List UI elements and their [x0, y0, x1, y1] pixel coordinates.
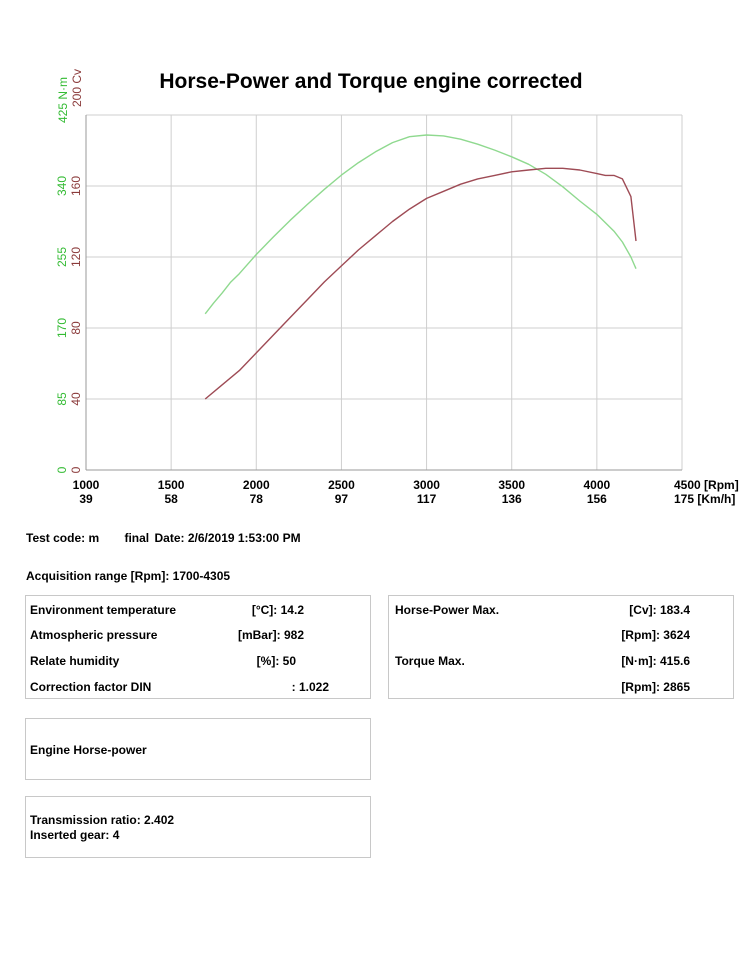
y-tick-label-power: 80 [69, 321, 83, 335]
env-value-correction: : 1.022 [291, 680, 329, 694]
env-label-humidity: Relate humidity [30, 654, 120, 668]
x-tick-label-rpm: 3000 [413, 478, 440, 492]
x-tick-label-speed: 117 [417, 492, 437, 506]
engine-label: Engine Horse-power [30, 743, 147, 757]
x-tick-label-rpm: 2000 [243, 478, 270, 492]
environment-panel: Environment temperature [°C]: 14.2 Atmos… [25, 595, 371, 699]
x-tick-label-rpm: 1000 [73, 478, 100, 492]
y-tick-label-power: 120 [69, 247, 83, 267]
env-value-pressure: [mBar]: 982 [237, 628, 304, 642]
engine-panel: Engine Horse-power [25, 718, 371, 780]
x-tick-label-speed: 156 [587, 492, 607, 506]
x-tick-label-rpm: 1500 [158, 478, 185, 492]
y-tick-label-torque: 255 [55, 247, 69, 267]
env-value-humidity: [%]: 50 [256, 654, 296, 668]
y-tick-label-torque: 85 [55, 392, 69, 406]
y-tick-label-torque: 170 [55, 318, 69, 338]
x-tick-label-rpm: 4000 [584, 478, 611, 492]
chart-axes [85, 115, 682, 471]
transmission-panel: Transmission ratio: 2.402 Inserted gear:… [25, 796, 371, 858]
torque-max-label: Torque Max. [395, 654, 465, 668]
env-value-temperature: [°C]: 14.2 [251, 603, 304, 617]
series-line-torque [204, 134, 637, 315]
y-tick-label-torque: 340 [55, 176, 69, 196]
y-tick-label-torque: 0 [55, 466, 69, 473]
x-tick-label-speed: 39 [79, 492, 93, 506]
x-tick-label-rpm: 2500 [328, 478, 355, 492]
y-tick-label-power: 40 [69, 392, 83, 406]
x-tick-label-rpm: 3500 [498, 478, 525, 492]
chart-grid [85, 114, 683, 471]
inserted-gear: Inserted gear: 4 [30, 828, 120, 842]
test-date: Date: 2/6/2019 1:53:00 PM [154, 531, 301, 545]
env-label-pressure: Atmospheric pressure [30, 628, 158, 642]
x-tick-label-speed: 58 [164, 492, 178, 506]
torque-max-value: [N·m]: 415.6 [621, 654, 690, 668]
hp-max-label: Horse-Power Max. [395, 603, 500, 617]
y-tick-label-power: 0 [69, 466, 83, 473]
transmission-ratio: Transmission ratio: 2.402 [30, 813, 175, 827]
series-line-horse-power [204, 167, 637, 400]
chart-title: Horse-Power and Torque engine corrected [159, 70, 583, 93]
acquisition-range: Acquisition range [Rpm]: 1700-4305 [26, 569, 231, 583]
torque-max-rpm: [Rpm]: 2865 [621, 680, 690, 694]
test-code-line: Test code: m final Date: 2/6/2019 1:53:0… [26, 531, 301, 545]
x-tick-label-speed: 136 [502, 492, 522, 506]
hp-max-rpm: [Rpm]: 3624 [621, 628, 690, 642]
x-tick-label-speed: 78 [250, 492, 264, 506]
env-label-correction: Correction factor DIN [30, 680, 152, 694]
x-tick-label-rpm: 4500 [Rpm] [674, 478, 739, 492]
x-tick-label-speed: 97 [335, 492, 349, 506]
test-final: final [124, 531, 150, 545]
chart-series [204, 134, 637, 400]
x-tick-label-speed: 175 [Km/h] [674, 492, 735, 506]
test-code: Test code: m [26, 531, 100, 545]
env-label-temperature: Environment temperature [30, 603, 177, 617]
max-values-panel: Horse-Power Max. [Cv]: 183.4 [Rpm]: 3624… [388, 595, 734, 699]
y-tick-label-power: 160 [69, 176, 83, 196]
hp-max-value: [Cv]: 183.4 [629, 603, 690, 617]
